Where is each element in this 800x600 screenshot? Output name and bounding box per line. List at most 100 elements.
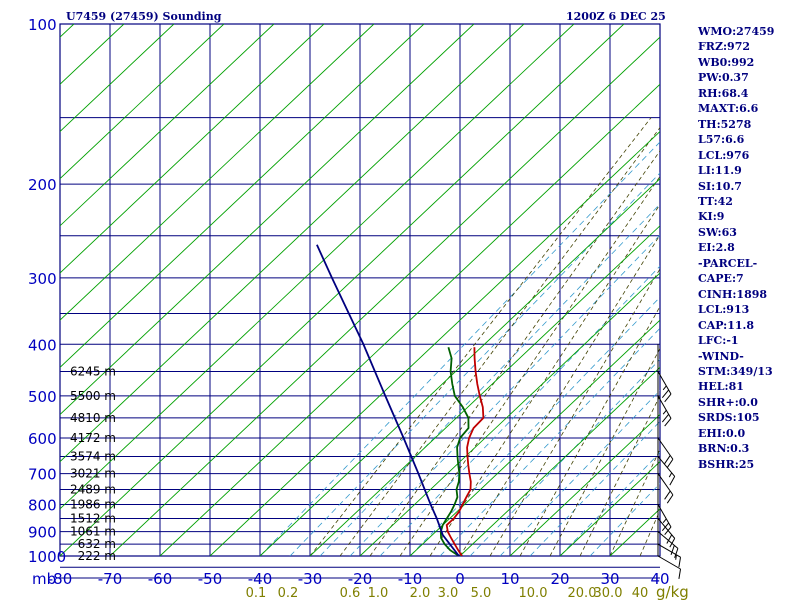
pressure-tick-label: 500: [28, 388, 57, 406]
moist-adiabat-line: [339, 126, 660, 556]
pressure-tick-label: 100: [28, 16, 57, 34]
isotherm-line: [509, 413, 660, 556]
mixing-ratio-unit-label: g/kg: [656, 583, 689, 600]
moist-adiabat-line: [369, 150, 660, 556]
index-item: BSHR:25: [698, 457, 755, 471]
wind-barb-feather: [661, 389, 670, 399]
temperature-axis: -80 -70 -60 -50 -40 -30 -20 -10 0 10 20 30 40: [48, 570, 670, 588]
moist-adiabat-line: [579, 394, 660, 556]
mixing-ratio-tick-label: 0.1: [246, 586, 267, 600]
height-label: 222 m: [78, 549, 116, 563]
isotherm-line: [60, 24, 275, 227]
isotherm-line: [159, 83, 660, 556]
index-item: RH:68.4: [698, 86, 749, 100]
wind-barb-feather: [662, 518, 667, 524]
temperature-tick-label: -10: [398, 570, 423, 588]
mixing-ratio-tick-label: 3.0: [438, 586, 459, 600]
temperature-trace: [445, 347, 485, 556]
station-title: U7459 (27459) Sounding: [66, 10, 222, 23]
moist-adiabat-line: [309, 117, 652, 556]
mixing-ratio-line: [289, 172, 660, 556]
moist-adiabat-line: [609, 448, 660, 556]
temperature-tick-label: 20: [550, 570, 569, 588]
isotherm-line: [259, 178, 660, 556]
index-item: EHI:0.0: [698, 426, 746, 440]
index-item: SRDS:105: [698, 411, 760, 425]
index-item: -PARCEL-: [698, 256, 758, 270]
index-item: LI:11.9: [698, 164, 742, 178]
wind-barb-feather: [670, 545, 675, 555]
wind-barb: [657, 437, 674, 468]
pressure-unit-label: mb: [32, 570, 56, 588]
wind-barb-feather: [668, 472, 673, 478]
mixing-ratio-axis: 0.1 0.2 0.6 1.0 2.0 3.0 5.0 10.0 20.030.0 40: [246, 586, 649, 600]
isotherm-line: [60, 24, 525, 463]
wind-barb-feather: [664, 455, 671, 464]
temperature-tick-label: -60: [148, 570, 173, 588]
temperature-tick-label: 30: [600, 570, 619, 588]
temperature-tick-label: -80: [48, 570, 73, 588]
index-item: LCL:976: [698, 148, 750, 162]
height-label: 6245 m: [70, 365, 116, 379]
index-item: SI:10.7: [698, 179, 742, 193]
mixing-ratio-line: [319, 203, 660, 556]
index-item: LCL:913: [698, 303, 750, 317]
height-label: 5500 m: [70, 389, 116, 403]
moist-adiabat-line: [639, 509, 660, 556]
temperature-tick-label: -30: [298, 570, 323, 588]
isotherm-line: [60, 24, 225, 180]
index-item: CINH:1898: [698, 287, 768, 301]
mixing-ratio-tick-label: 5.0: [471, 586, 492, 600]
height-label: 2489 m: [70, 483, 116, 497]
temperature-tick-label: 10: [500, 570, 519, 588]
index-item: KI:9: [698, 210, 725, 224]
wind-barb-feather: [669, 538, 676, 548]
height-label: 3574 m: [70, 449, 116, 463]
index-item: FRZ:972: [698, 40, 751, 54]
index-item: CAP:11.8: [698, 318, 755, 332]
index-item: STM:349/13: [698, 364, 773, 378]
temperature-tick-label: -50: [198, 570, 223, 588]
height-label: 632 m: [78, 537, 116, 551]
moist-adiabat-line: [399, 175, 660, 556]
wind-barb: [657, 504, 672, 536]
parcel-trace: [316, 244, 460, 556]
wind-barb-feather: [664, 490, 671, 500]
pressure-tick-label: 700: [28, 466, 57, 484]
mixing-ratio-tick-label: 20.0: [568, 586, 597, 600]
mixing-ratio-tick-label: 2.0: [410, 586, 431, 600]
isotherm-line: [60, 24, 175, 133]
pressure-tick-label: 300: [28, 270, 57, 288]
mixing-ratio-tick-label: 0.6: [340, 586, 361, 600]
isotherm-line: [109, 36, 660, 556]
wind-barb: [657, 395, 672, 427]
wind-barb-feather: [664, 393, 672, 403]
wind-barb-staff: [657, 555, 681, 570]
isotherm-line: [209, 130, 660, 556]
index-item: HEL:81: [698, 380, 744, 394]
height-label: 3021 m: [70, 467, 116, 481]
moist-adiabats: [309, 117, 660, 556]
plot-grid: [59, 23, 661, 579]
pressure-tick-label: 600: [28, 430, 57, 448]
sounding-traces: [316, 244, 485, 556]
height-label: 4810 m: [70, 411, 116, 425]
temperature-tick-label: 40: [650, 570, 669, 588]
index-item: EI:2.8: [698, 241, 735, 255]
moist-adiabat-line: [489, 268, 660, 556]
index-item: MAXT:6.6: [698, 102, 759, 116]
wind-barb-feather: [666, 458, 674, 468]
wind-barb-feather: [661, 413, 670, 423]
index-item: WMO:27459: [698, 25, 775, 38]
temperature-tick-label: -20: [348, 570, 373, 588]
wind-barb-feather: [664, 526, 672, 536]
wind-barb-feather: [678, 557, 682, 568]
wind-barb: [657, 456, 676, 486]
index-item: -WIND-: [698, 349, 744, 363]
mixing-ratio-tick-label: 10.0: [519, 586, 548, 600]
height-label: 4172 m: [70, 431, 116, 445]
isotherm-line: [309, 225, 660, 556]
isotherm-line: [60, 24, 425, 368]
isotherm-line: [60, 24, 575, 510]
